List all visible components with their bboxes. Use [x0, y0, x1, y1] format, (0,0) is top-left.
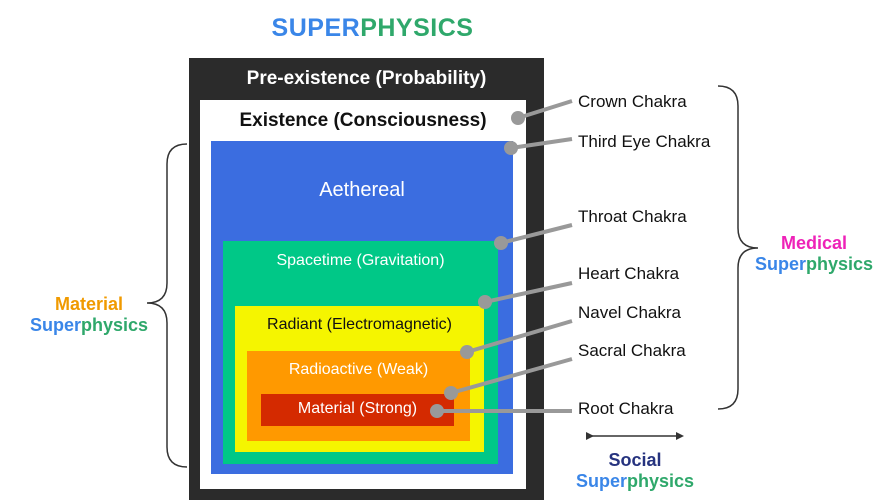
material-box: Material (Strong) — [261, 394, 454, 426]
medical-group-super: Super — [754, 254, 806, 274]
page-title: SUPERPHYSICS — [0, 14, 745, 43]
radioactive-label: Radioactive (Weak) — [288, 361, 429, 378]
material-group-super: Super — [29, 315, 81, 335]
chakra-navel: Navel Chakra — [578, 303, 681, 322]
social-group-title: Social — [608, 450, 662, 470]
existence-label: Existence (Consciousness) — [239, 110, 487, 131]
title-physics: PHYSICS — [360, 14, 474, 42]
preexistence-label: Pre-existence (Probability) — [246, 68, 487, 89]
title-super: SUPER — [271, 14, 361, 42]
social-superphysics-label: Social Superphysics — [560, 450, 710, 492]
chakra-throat: Throat Chakra — [578, 207, 687, 226]
material-group-physics: physics — [80, 315, 149, 335]
aethereal-label: Aethereal — [319, 179, 405, 201]
spacetime-label: Spacetime (Gravitation) — [276, 252, 445, 269]
chakra-sacral: Sacral Chakra — [578, 341, 686, 360]
chakra-root: Root Chakra — [578, 399, 674, 418]
chakra-heart: Heart Chakra — [578, 264, 680, 283]
medical-group-title: Medical — [780, 233, 848, 253]
material-superphysics-label: Material Superphysics — [14, 294, 164, 336]
material-label: Material (Strong) — [297, 400, 418, 417]
social-group-super: Super — [575, 471, 627, 491]
medical-superphysics-label: Medical Superphysics — [740, 233, 888, 275]
chakra-third-eye: Third Eye Chakra — [578, 132, 711, 151]
social-group-subtitle: Superphysics — [560, 471, 710, 492]
medical-group-subtitle: Superphysics — [740, 254, 888, 275]
medical-group-physics: physics — [805, 254, 874, 274]
chakra-crown: Crown Chakra — [578, 92, 687, 111]
material-group-title: Material — [54, 294, 124, 314]
material-group-subtitle: Superphysics — [14, 315, 164, 336]
radiant-label: Radiant (Electromagnetic) — [267, 316, 452, 333]
social-group-physics: physics — [626, 471, 695, 491]
